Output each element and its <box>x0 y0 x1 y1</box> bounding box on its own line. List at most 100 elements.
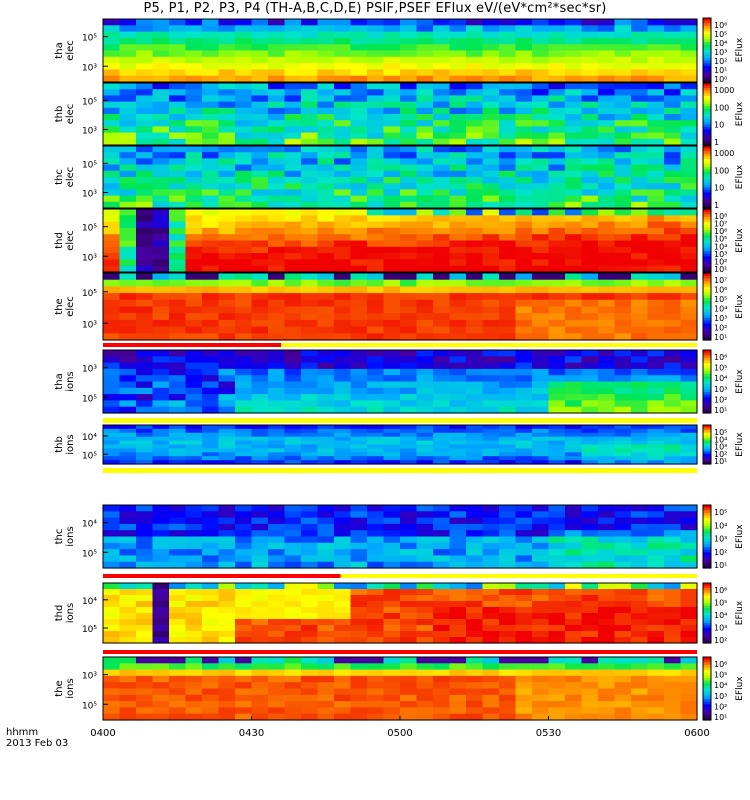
spectrogram-cell <box>499 432 517 438</box>
spectrogram-cell <box>268 195 286 203</box>
spectrogram-cell <box>169 406 187 414</box>
spectrogram-cell <box>532 505 550 512</box>
spectrogram-cell <box>152 31 170 39</box>
spectrogram-cell <box>400 120 418 127</box>
spectrogram-cell <box>301 293 319 301</box>
spectrogram-cell <box>515 505 533 512</box>
spectrogram-cell <box>565 146 583 153</box>
spectrogram-cell <box>169 273 187 281</box>
spectrogram-cell <box>136 549 154 556</box>
spectrogram-cell <box>350 432 368 438</box>
spectrogram-cell <box>680 158 698 166</box>
spectrogram-cell <box>169 707 187 715</box>
spectrogram-cell <box>664 601 682 608</box>
spectrogram-cell <box>136 107 154 115</box>
spectrogram-cell <box>218 234 236 242</box>
spectrogram-cell <box>317 25 335 33</box>
spectrogram-cell <box>251 189 269 197</box>
colorbar-segment <box>703 588 711 592</box>
colorbar-segment <box>703 209 711 213</box>
spectrogram-cell <box>499 425 517 430</box>
spectrogram-cell <box>119 555 137 563</box>
spectrogram-cell <box>466 440 484 446</box>
colorbar-label: EFlux <box>735 228 745 253</box>
colorbar-tick-label: 10⁴ <box>714 435 727 444</box>
spectrogram-cell <box>515 240 533 248</box>
spectrogram-cell <box>581 523 599 531</box>
spectrogram-cell <box>136 452 154 457</box>
spectrogram-cell <box>532 637 550 644</box>
spectrogram-cell <box>383 432 401 438</box>
spectrogram-cell <box>548 356 566 364</box>
spectrogram-cell <box>202 663 220 671</box>
spectrogram-cell <box>449 381 467 389</box>
spectrogram-cell <box>664 707 682 715</box>
spectrogram-cell <box>185 542 203 550</box>
spectrogram-cell <box>383 286 401 294</box>
spectrogram-cell <box>548 400 566 408</box>
spectrogram-cell <box>350 265 368 273</box>
spectrogram-cell <box>350 273 368 281</box>
spectrogram-cell <box>136 707 154 715</box>
spectrogram-cell <box>680 637 698 644</box>
spectrogram-cell <box>383 452 401 457</box>
spectrogram-cell <box>202 95 220 103</box>
spectrogram-cell <box>334 688 352 696</box>
colorbar-label: EFlux <box>735 101 745 126</box>
spectrogram-cell <box>317 279 335 287</box>
spectrogram-cell <box>152 101 170 109</box>
spectrogram-cell <box>383 381 401 389</box>
spectrogram-cell <box>317 89 335 96</box>
spectrogram-cell <box>235 394 253 401</box>
spectrogram-cell <box>680 432 698 438</box>
spectrogram-cell <box>235 101 253 109</box>
spectrogram-cell <box>284 183 302 190</box>
spectrogram-cell <box>433 694 451 702</box>
spectrogram-cell <box>119 201 137 209</box>
spectrogram-cell <box>598 607 616 614</box>
spectrogram-cell <box>433 95 451 103</box>
spectrogram-cell <box>185 663 203 671</box>
spectrogram-cell <box>664 279 682 287</box>
spectrogram-cell <box>103 625 121 632</box>
spectrogram-cell <box>581 50 599 58</box>
y-label: ions <box>65 678 76 698</box>
spectrogram-cell <box>235 138 253 146</box>
spectrogram-cell <box>251 83 269 90</box>
spectrogram-cell <box>548 63 566 70</box>
spectrogram-cell <box>400 227 418 235</box>
spectrogram-cell <box>614 440 632 446</box>
spectrogram-cell <box>301 279 319 287</box>
spectrogram-cell <box>614 209 632 216</box>
colorbar-segment <box>703 438 711 441</box>
spectrogram-cell <box>367 240 385 248</box>
spectrogram-cell <box>680 259 698 267</box>
spectrogram-cell <box>301 688 319 696</box>
spectrogram-cell <box>647 69 665 77</box>
spectrogram-cell <box>680 452 698 457</box>
spectrogram-cell <box>383 146 401 153</box>
colorbar-segment <box>703 389 711 393</box>
spectrogram-cell <box>680 189 698 197</box>
spectrogram-cell <box>614 713 632 721</box>
colorbar-segment <box>703 554 711 559</box>
spectrogram-cell <box>433 505 451 512</box>
spectrogram-cell <box>251 675 269 683</box>
spectrogram-cell <box>367 293 385 301</box>
spectrogram-cell <box>532 279 550 287</box>
y-label: the <box>54 680 65 696</box>
spectrogram-cell <box>268 189 286 197</box>
spectrogram-cell <box>251 221 269 229</box>
spectrogram-cell <box>466 114 484 121</box>
spectrogram-cell <box>647 259 665 267</box>
spectrogram-cell <box>631 101 649 109</box>
spectrogram-cell <box>301 663 319 671</box>
spectrogram-cell <box>284 381 302 389</box>
spectrogram-cell <box>499 381 517 389</box>
spectrogram-cell <box>647 555 665 563</box>
spectrogram-cell <box>218 69 236 77</box>
spectrogram-cell <box>466 549 484 556</box>
spectrogram-cell <box>532 126 550 134</box>
spectrogram-cell <box>433 333 451 341</box>
spectrogram-cell <box>565 400 583 408</box>
